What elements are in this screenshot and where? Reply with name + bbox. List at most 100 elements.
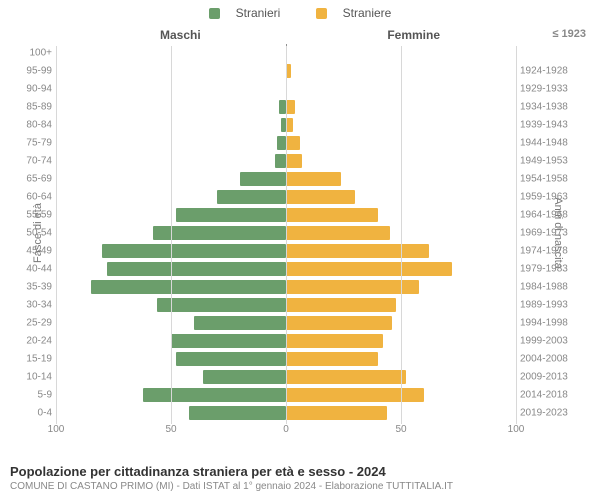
bar-male <box>176 352 286 366</box>
age-label: 15-19 <box>12 353 52 364</box>
birth-label: 1964-1968 <box>520 210 592 221</box>
bar-female <box>286 406 387 420</box>
birth-label: 1954-1958 <box>520 174 592 185</box>
age-label: 5-9 <box>12 390 52 401</box>
bar-male <box>279 100 286 114</box>
bar-female <box>286 298 396 312</box>
x-tick-label: 50 <box>165 424 176 435</box>
birth-label: 1924-1928 <box>520 66 592 77</box>
bar-female <box>286 100 295 114</box>
birth-label: 1944-1948 <box>520 138 592 149</box>
gridline <box>286 46 287 424</box>
birth-label: 2009-2013 <box>520 372 592 383</box>
legend-label-female: Straniere <box>343 6 392 20</box>
birth-label: 1934-1938 <box>520 102 592 113</box>
legend-label-male: Stranieri <box>236 6 281 20</box>
age-label: 75-79 <box>12 138 52 149</box>
gridline <box>171 46 172 424</box>
age-label: 90-94 <box>12 84 52 95</box>
x-tick-label: 50 <box>395 424 406 435</box>
birth-label: 2014-2018 <box>520 390 592 401</box>
bar-female <box>286 172 341 186</box>
birth-label: 1979-1983 <box>520 264 592 275</box>
legend-item-male: Stranieri <box>201 6 289 20</box>
x-tick-label: 100 <box>508 424 525 435</box>
bar-female <box>286 388 424 402</box>
bar-female <box>286 370 406 384</box>
bar-female <box>286 262 452 276</box>
bar-male <box>143 388 286 402</box>
birth-label: 2019-2023 <box>520 408 592 419</box>
bar-male <box>171 334 286 348</box>
bar-female <box>286 280 419 294</box>
bar-male <box>194 316 286 330</box>
bar-female <box>286 154 302 168</box>
age-label: 100+ <box>12 48 52 59</box>
bar-male <box>275 154 287 168</box>
bar-female <box>286 190 355 204</box>
legend-item-female: Straniere <box>308 6 400 20</box>
bar-male <box>240 172 286 186</box>
bar-male <box>217 190 286 204</box>
x-tick-label: 100 <box>48 424 65 435</box>
birth-label: 1959-1963 <box>520 192 592 203</box>
age-label: 35-39 <box>12 282 52 293</box>
age-label: 30-34 <box>12 300 52 311</box>
age-label: 0-4 <box>12 408 52 419</box>
bar-female <box>286 118 293 132</box>
age-label: 65-69 <box>12 174 52 185</box>
bar-male <box>176 208 286 222</box>
bar-male <box>102 244 286 258</box>
bar-male <box>189 406 286 420</box>
bar-male <box>107 262 286 276</box>
age-label: 45-49 <box>12 246 52 257</box>
birth-label: 1969-1973 <box>520 228 592 239</box>
birth-label: 1984-1988 <box>520 282 592 293</box>
bar-male <box>153 226 286 240</box>
birth-label: 1939-1943 <box>520 120 592 131</box>
bar-female <box>286 208 378 222</box>
age-label: 50-54 <box>12 228 52 239</box>
birth-label: 1974-1978 <box>520 246 592 257</box>
bar-male <box>157 298 286 312</box>
birth-label: 1929-1933 <box>520 84 592 95</box>
bar-female <box>286 136 300 150</box>
birth-label: 1989-1993 <box>520 300 592 311</box>
x-axis: 10050050100 <box>56 424 516 440</box>
age-label: 70-74 <box>12 156 52 167</box>
bar-female <box>286 226 390 240</box>
age-label: 80-84 <box>12 120 52 131</box>
bar-female <box>286 334 383 348</box>
birth-label: 1999-2003 <box>520 336 592 347</box>
gridline <box>56 46 57 424</box>
birth-label: 2004-2008 <box>520 353 592 364</box>
bar-female <box>286 244 429 258</box>
footer: Popolazione per cittadinanza straniera p… <box>10 464 590 492</box>
age-label: 20-24 <box>12 336 52 347</box>
birth-label: 1949-1953 <box>520 156 592 167</box>
header-birth-top: ≤ 1923 <box>552 28 586 40</box>
gridline <box>401 46 402 424</box>
square-icon <box>209 8 220 19</box>
x-tick-label: 0 <box>283 424 289 435</box>
age-label: 85-89 <box>12 102 52 113</box>
age-label: 95-99 <box>12 66 52 77</box>
population-pyramid-chart: Stranieri Straniere Maschi Femmine ≤ 192… <box>0 0 600 500</box>
age-label: 25-29 <box>12 318 52 329</box>
header-male: Maschi <box>160 28 201 42</box>
square-icon <box>316 8 327 19</box>
bar-male <box>91 280 287 294</box>
bar-female <box>286 352 378 366</box>
header-female: Femmine <box>387 28 440 42</box>
gridline <box>516 46 517 424</box>
birth-label: 1994-1998 <box>520 318 592 329</box>
bar-male <box>277 136 286 150</box>
chart-subtitle: COMUNE DI CASTANO PRIMO (MI) - Dati ISTA… <box>10 481 590 492</box>
age-label: 55-59 <box>12 210 52 221</box>
age-label: 10-14 <box>12 372 52 383</box>
age-label: 40-44 <box>12 264 52 275</box>
legend: Stranieri Straniere <box>0 0 600 22</box>
age-label: 60-64 <box>12 192 52 203</box>
plot-area: Fasce di età Anni di nascita 100+95-9919… <box>56 44 516 422</box>
bar-female <box>286 316 392 330</box>
